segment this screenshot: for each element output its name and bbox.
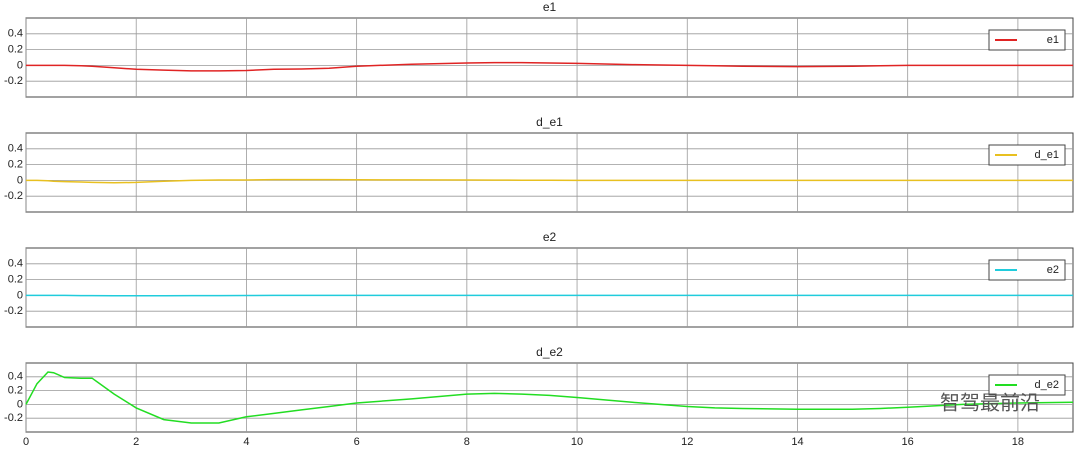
y-tick-label: 0 bbox=[17, 289, 23, 301]
y-tick-label: 0 bbox=[17, 59, 23, 71]
y-tick-label: -0.2 bbox=[4, 75, 23, 87]
y-tick-label: 0.4 bbox=[8, 28, 23, 40]
plot-area bbox=[26, 133, 1073, 212]
x-tick-label: 4 bbox=[243, 436, 249, 448]
legend-label: d_e2 bbox=[1035, 379, 1059, 391]
plot-area bbox=[26, 248, 1073, 327]
y-tick-label: 0.2 bbox=[8, 385, 23, 397]
x-tick-label: 18 bbox=[1012, 436, 1024, 448]
y-tick-label: 0 bbox=[17, 174, 23, 186]
y-tick-label: -0.2 bbox=[4, 190, 23, 202]
legend-label: e1 bbox=[1047, 34, 1059, 46]
x-tick-label: 8 bbox=[464, 436, 470, 448]
x-tick-label: 0 bbox=[23, 436, 29, 448]
x-tick-label: 12 bbox=[681, 436, 693, 448]
y-tick-label: 0.4 bbox=[8, 371, 23, 383]
y-tick-label: 0.4 bbox=[8, 258, 23, 270]
legend-label: e2 bbox=[1047, 264, 1059, 276]
x-tick-label: 2 bbox=[133, 436, 139, 448]
chart-title: d_e1 bbox=[536, 115, 563, 129]
chart-title: e1 bbox=[543, 0, 557, 14]
legend-label: d_e1 bbox=[1035, 149, 1059, 161]
y-tick-label: 0.4 bbox=[8, 143, 23, 155]
plot-area bbox=[26, 18, 1073, 97]
x-tick-label: 14 bbox=[791, 436, 803, 448]
y-tick-label: -0.2 bbox=[4, 412, 23, 424]
y-tick-label: -0.2 bbox=[4, 305, 23, 317]
watermark: 智驾最前沿 bbox=[940, 391, 1040, 415]
chart-title: d_e2 bbox=[536, 345, 563, 359]
y-tick-label: 0.2 bbox=[8, 274, 23, 286]
x-tick-label: 10 bbox=[571, 436, 583, 448]
x-tick-label: 16 bbox=[902, 436, 914, 448]
y-tick-label: 0.2 bbox=[8, 44, 23, 56]
x-tick-label: 6 bbox=[354, 436, 360, 448]
chart-title: e2 bbox=[543, 230, 557, 244]
y-tick-label: 0 bbox=[17, 398, 23, 410]
y-tick-label: 0.2 bbox=[8, 159, 23, 171]
